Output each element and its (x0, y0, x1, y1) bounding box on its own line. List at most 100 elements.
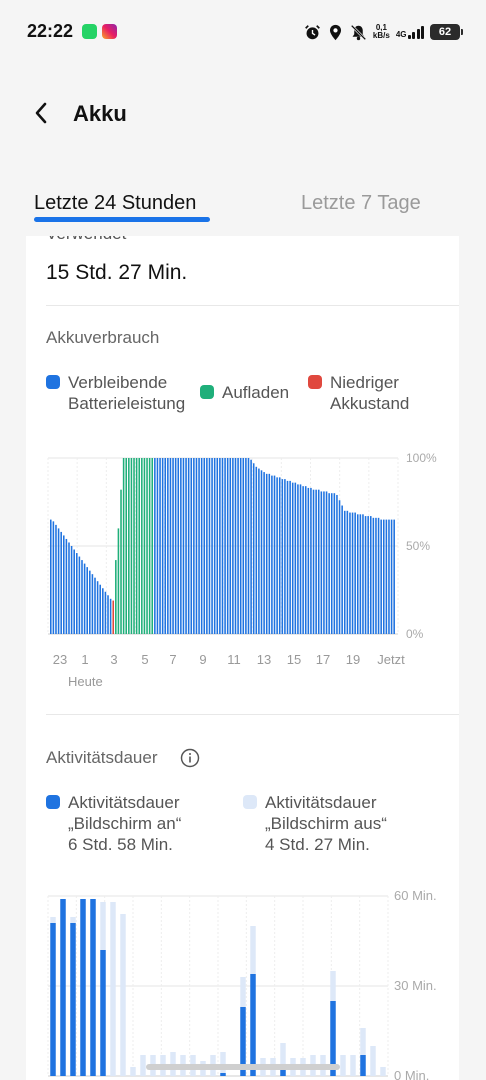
bar (338, 500, 341, 634)
bar (195, 458, 198, 634)
bar (229, 458, 232, 634)
bar (255, 466, 258, 634)
bar-screen-off (240, 977, 246, 1007)
bar (245, 458, 247, 634)
bar (312, 489, 315, 634)
bar (252, 463, 255, 634)
bar (200, 458, 203, 634)
x-tick-label: 23 (53, 652, 67, 667)
bar (68, 542, 70, 634)
bar (57, 528, 60, 634)
bar-screen-off (100, 902, 106, 950)
page-title: Akku (73, 101, 127, 126)
bar (63, 535, 65, 634)
active-tab-indicator (34, 217, 210, 222)
bar (141, 458, 143, 634)
bar (258, 468, 260, 634)
bar (250, 459, 252, 634)
usage-value: 15 Std. 27 Min. (46, 261, 188, 284)
bar (226, 458, 229, 634)
bar (76, 553, 78, 634)
bar (232, 458, 234, 634)
x-tick-label: 13 (257, 652, 271, 667)
bar (122, 458, 125, 634)
bar (169, 458, 172, 634)
bar (242, 458, 245, 634)
legend-screen-off: Aktivitätsdauer „Bildschirm aus“ 4 Std. … (243, 792, 387, 855)
network-type: 4G (395, 30, 407, 39)
bar-screen-on (330, 1001, 336, 1076)
bar (372, 517, 375, 634)
bar (167, 458, 169, 634)
usage-label: Verwendet (46, 236, 126, 244)
bar-screen-on (240, 1007, 246, 1076)
legend-charging-swatch (200, 385, 214, 399)
bar (135, 458, 138, 634)
tab-last-7-days[interactable]: Letzte 7 Tage (301, 192, 421, 214)
bar (367, 516, 369, 634)
bar (278, 477, 281, 634)
bar (128, 458, 130, 634)
bar-screen-off (380, 1067, 386, 1076)
bar (328, 493, 330, 634)
bar (133, 458, 135, 634)
bar (343, 510, 346, 634)
x-sublabel: Heute (68, 674, 103, 689)
legend-charging: Aufladen (200, 382, 289, 403)
back-arrow-icon (35, 102, 47, 124)
bar (159, 458, 161, 634)
bar-screen-off (70, 917, 76, 923)
bar (377, 517, 380, 634)
bar-screen-on (360, 1055, 366, 1076)
bar (273, 475, 276, 634)
bar (50, 519, 52, 634)
bar (237, 458, 239, 634)
bar-screen-off (50, 917, 56, 923)
y-tick-label: 100% (406, 451, 437, 465)
bar-screen-on (220, 1073, 226, 1076)
bar (291, 482, 294, 634)
bar (125, 458, 128, 634)
x-tick-label: 5 (141, 652, 148, 667)
bar (193, 458, 195, 634)
x-tick-label: 19 (346, 652, 360, 667)
bar (182, 458, 185, 634)
bar (359, 514, 362, 634)
signal-icon (407, 25, 424, 39)
bar (390, 519, 393, 634)
bar (276, 477, 278, 634)
back-button[interactable] (26, 98, 56, 128)
bar (284, 479, 286, 634)
bar (86, 567, 88, 634)
bar (221, 458, 224, 634)
bar (52, 521, 55, 634)
bar-screen-on (280, 1064, 286, 1076)
bar (70, 546, 73, 634)
bar-screen-off (350, 1055, 356, 1076)
bar-screen-off (340, 1055, 346, 1076)
bar (323, 491, 325, 634)
bar (362, 514, 364, 634)
bar (115, 560, 117, 634)
bar-screen-off (220, 1052, 226, 1073)
bar (104, 591, 107, 634)
bar-screen-on (60, 899, 66, 1076)
bar (89, 570, 91, 634)
bar (317, 489, 320, 634)
bar (198, 458, 200, 634)
bar (354, 512, 356, 634)
tab-last-24-hours[interactable]: Letzte 24 Stunden (34, 192, 197, 214)
info-icon[interactable] (180, 748, 200, 768)
legend-screen-on: Aktivitätsdauer „Bildschirm an“ 6 Std. 5… (46, 792, 181, 855)
bar-screen-on (70, 923, 76, 1076)
y-tick-label: 30 Min. (394, 978, 437, 993)
bar (380, 519, 382, 634)
bar (148, 458, 151, 634)
bar (138, 458, 141, 634)
bar-screen-on (90, 899, 96, 1076)
bar (73, 549, 75, 634)
bar (203, 458, 206, 634)
bar (55, 524, 57, 634)
legend-low-battery: Niedriger Akkustand (308, 372, 409, 414)
